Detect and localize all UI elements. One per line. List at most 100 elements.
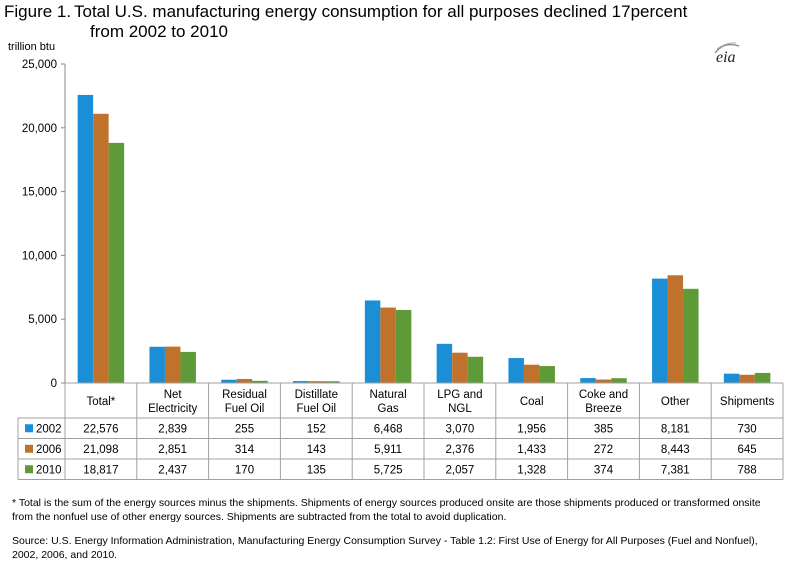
bar-2006 <box>164 346 181 383</box>
bar-2006 <box>452 352 468 383</box>
y-tick-label: 15,000 <box>22 187 57 199</box>
legend-key-2002 <box>25 424 33 433</box>
data-cell: 21,098 <box>83 444 118 456</box>
y-tick-label: 0 <box>51 378 57 390</box>
logo-arc-2 <box>716 42 737 50</box>
bar-2006 <box>380 307 396 383</box>
legend-key-2010 <box>25 465 33 474</box>
y-tick-label: 5,000 <box>28 314 57 326</box>
data-cell: 170 <box>235 464 254 476</box>
category-label: LPG and <box>437 389 482 401</box>
data-cell: 788 <box>738 464 757 476</box>
y-tick-label: 25,000 <box>22 59 57 71</box>
bar-2006 <box>523 364 540 383</box>
source-note: Source: U.S. Energy Information Administ… <box>12 535 758 561</box>
data-cell: 7,381 <box>661 464 690 476</box>
data-cell: 2,057 <box>446 464 475 476</box>
data-cell: 272 <box>594 444 613 456</box>
bar-2010 <box>324 381 340 383</box>
bar-2006 <box>93 113 109 383</box>
category-label: Distillate <box>295 389 338 401</box>
category-label: Fuel Oil <box>296 403 336 415</box>
data-cell: 1,956 <box>517 423 546 435</box>
eia-logo: eia <box>714 42 740 66</box>
data-cell: 314 <box>235 444 255 456</box>
bar-2010 <box>252 380 268 383</box>
chart-title: Figure 1. Total U.S. manufacturing energy… <box>4 2 774 42</box>
bar-2010 <box>611 378 627 383</box>
plot-area: 0 5,000 10,000 15,000 20,000 25,000 <box>22 59 771 390</box>
data-cell: 3,070 <box>446 423 475 435</box>
data-cell: 730 <box>738 423 757 435</box>
data-cell: 8,181 <box>661 423 690 435</box>
data-cell: 5,911 <box>374 444 402 456</box>
data-cell: 2,437 <box>158 464 187 476</box>
bar-2002 <box>652 278 668 383</box>
bar-2002 <box>436 343 453 383</box>
logo-arc-1 <box>714 43 740 54</box>
y-tick-label: 10,000 <box>22 250 57 262</box>
bar-2006 <box>308 381 325 383</box>
category-label: Natural <box>370 389 407 401</box>
data-cell: 152 <box>307 423 326 435</box>
bar-2002 <box>77 94 94 383</box>
bar-2006 <box>667 275 684 383</box>
category-label: Shipments <box>720 396 775 408</box>
title-line-1: Total U.S. manufacturing energy consumpt… <box>74 2 688 21</box>
legend-label-2002: 2002 <box>36 423 62 435</box>
category-label: NGL <box>448 403 472 415</box>
bar-2010 <box>108 142 125 383</box>
bar-2002 <box>364 300 381 383</box>
data-cell: 135 <box>307 464 326 476</box>
category-label: Gas <box>378 403 399 415</box>
category-label: Residual <box>222 389 267 401</box>
bar-2010 <box>467 356 484 383</box>
data-cell: 1,433 <box>517 444 546 456</box>
bar-2002 <box>580 378 596 383</box>
data-cell: 2,851 <box>158 444 187 456</box>
category-label: Coal <box>520 396 544 408</box>
data-cell: 5,725 <box>374 464 403 476</box>
category-label: Breeze <box>585 403 621 415</box>
logo-text: eia <box>716 49 736 66</box>
data-cell: 255 <box>235 423 254 435</box>
bar-2006 <box>739 374 755 383</box>
bar-2002 <box>508 358 524 383</box>
category-label: Electricity <box>148 403 197 415</box>
bar-2002 <box>723 373 740 383</box>
legend-key-2006 <box>25 444 33 453</box>
data-table: Total* Net Electricity Residual Fuel Oil Dist… <box>17 382 784 480</box>
bar-2010 <box>539 366 555 383</box>
category-label: Coke and <box>579 389 628 401</box>
figure-label: Figure 1. <box>4 2 72 21</box>
footnote: * Total is the sum of the energy sources… <box>12 497 761 523</box>
bar-2010 <box>395 309 412 383</box>
bar-2010 <box>180 351 196 383</box>
bar-2006 <box>236 378 253 383</box>
bar-2010 <box>754 372 771 383</box>
legend-label-2006: 2006 <box>36 444 62 456</box>
bar-2002 <box>221 379 237 383</box>
data-cell: 8,443 <box>661 444 690 456</box>
category-label: Total* <box>87 396 116 408</box>
bar-2002 <box>149 346 165 383</box>
data-cell: 1,328 <box>517 464 546 476</box>
category-label: Other <box>661 396 690 408</box>
y-tick-label: 20,000 <box>22 123 57 135</box>
legend-label-2010: 2010 <box>36 464 62 476</box>
data-cell: 18,817 <box>83 464 118 476</box>
category-label: Net <box>164 389 183 401</box>
data-cell: 374 <box>594 464 614 476</box>
data-cell: 6,468 <box>374 423 403 435</box>
category-label: Fuel Oil <box>225 403 265 415</box>
bar-2002 <box>293 381 309 383</box>
data-cell: 22,576 <box>83 423 118 435</box>
data-cell: 2,376 <box>446 444 475 456</box>
data-cell: 645 <box>738 444 757 456</box>
y-axis-title: trillion btu <box>8 41 55 53</box>
bar-2010 <box>683 288 699 383</box>
data-cell: 143 <box>307 444 326 456</box>
data-cell: 385 <box>594 423 613 435</box>
title-line-2: from 2002 to 2010 <box>90 22 228 41</box>
